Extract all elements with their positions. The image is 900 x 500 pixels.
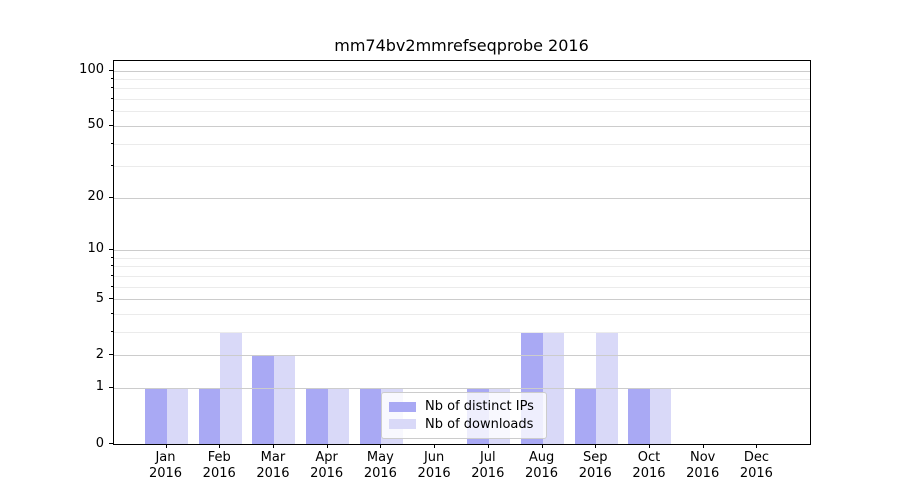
legend-row-downloads: Nb of downloads [389,416,539,434]
bar-distinct-ips-mar [252,355,274,444]
y-tick-label-20: 20 [87,189,104,205]
y-minor-tick-mark-80 [110,87,113,89]
x-tick-mark-may [380,444,382,448]
y-tick-label-100: 100 [79,62,104,78]
x-tick-label-sep: Sep 2016 [578,450,612,481]
bar-distinct-ips-may [359,387,382,444]
bar-downloads-apr [327,387,350,444]
legend-row-distinct-ips: Nb of distinct IPs [389,398,539,416]
y-tick-mark-100 [109,69,113,71]
x-tick-mark-jul [487,444,489,448]
y-minor-tick-mark-90 [110,78,113,80]
y-tick-mark-0 [109,443,113,444]
x-tick-label-nov: Nov 2016 [686,450,720,481]
x-tick-mark-sep [595,444,597,448]
x-tick-mark-apr [326,444,328,448]
y-minor-tick-mark-3 [110,330,113,332]
x-tick-mark-jun [434,444,436,448]
legend-swatch-downloads [389,419,416,430]
y-minor-tick-mark-60 [110,110,113,112]
y-minor-tick-mark-7 [110,274,113,276]
x-tick-label-jan: Jan 2016 [148,450,183,481]
chart-title: mm74bv2mmrefseqprobe 2016 [334,36,589,55]
x-tick-label-mar: Mar 2016 [256,450,290,481]
bars-layer [114,61,810,444]
x-tick-label-jul: Jul 2016 [471,450,505,481]
y-minor-tick-mark-70 [110,98,113,100]
legend: Nb of distinct IPs Nb of downloads [381,392,547,439]
legend-swatch-distinct-ips [389,401,416,412]
y-tick-mark-20 [109,196,113,198]
y-tick-label-50: 50 [87,117,104,133]
y-tick-label-1: 1 [95,379,104,395]
x-tick-mark-nov [702,444,704,448]
bar-downloads-sep [596,331,618,444]
x-tick-label-jun: Jun 2016 [417,450,451,481]
x-tick-label-dec: Dec 2016 [739,450,773,481]
x-tick-mark-feb [219,444,221,448]
bar-distinct-ips-feb [198,387,221,444]
legend-label-distinct-ips: Nb of distinct IPs [425,399,534,415]
x-tick-label-apr: Apr 2016 [310,450,344,481]
y-minor-tick-mark-8 [110,265,113,267]
y-tick-label-5: 5 [95,290,104,306]
y-minor-tick-mark-40 [110,142,113,144]
y-tick-mark-5 [109,298,113,300]
y-tick-mark-50 [109,124,113,126]
x-tick-label-aug: Aug 2016 [524,450,559,481]
x-tick-mark-dec [756,444,758,448]
bar-downloads-mar [273,355,296,444]
x-tick-label-may: May 2016 [363,450,397,481]
y-minor-tick-mark-6 [110,285,113,287]
y-tick-label-2: 2 [95,346,104,362]
y-tick-mark-1 [109,386,113,388]
bar-distinct-ips-jan [145,387,167,444]
bar-downloads-feb [220,331,242,444]
y-tick-label-0: 0 [95,435,104,451]
legend-label-downloads: Nb of downloads [425,416,534,432]
bar-distinct-ips-apr [306,387,328,444]
x-tick-label-feb: Feb 2016 [202,450,236,481]
plot-area: Nb of distinct IPs Nb of downloads [113,60,811,445]
y-tick-mark-10 [109,248,113,250]
bar-distinct-ips-sep [574,387,597,444]
x-tick-mark-mar [272,444,274,448]
x-tick-mark-aug [541,444,543,448]
y-tick-label-10: 10 [87,241,104,257]
bar-distinct-ips-oct [628,387,650,444]
x-tick-label-oct: Oct 2016 [632,450,666,481]
x-tick-mark-oct [648,444,650,448]
y-minor-tick-mark-30 [110,165,113,167]
y-minor-tick-mark-9 [110,256,113,258]
bar-downloads-jan [166,387,188,444]
bar-downloads-oct [649,387,672,444]
y-tick-mark-2 [109,354,113,356]
x-tick-mark-jan [165,444,167,448]
y-minor-tick-mark-4 [110,312,113,314]
